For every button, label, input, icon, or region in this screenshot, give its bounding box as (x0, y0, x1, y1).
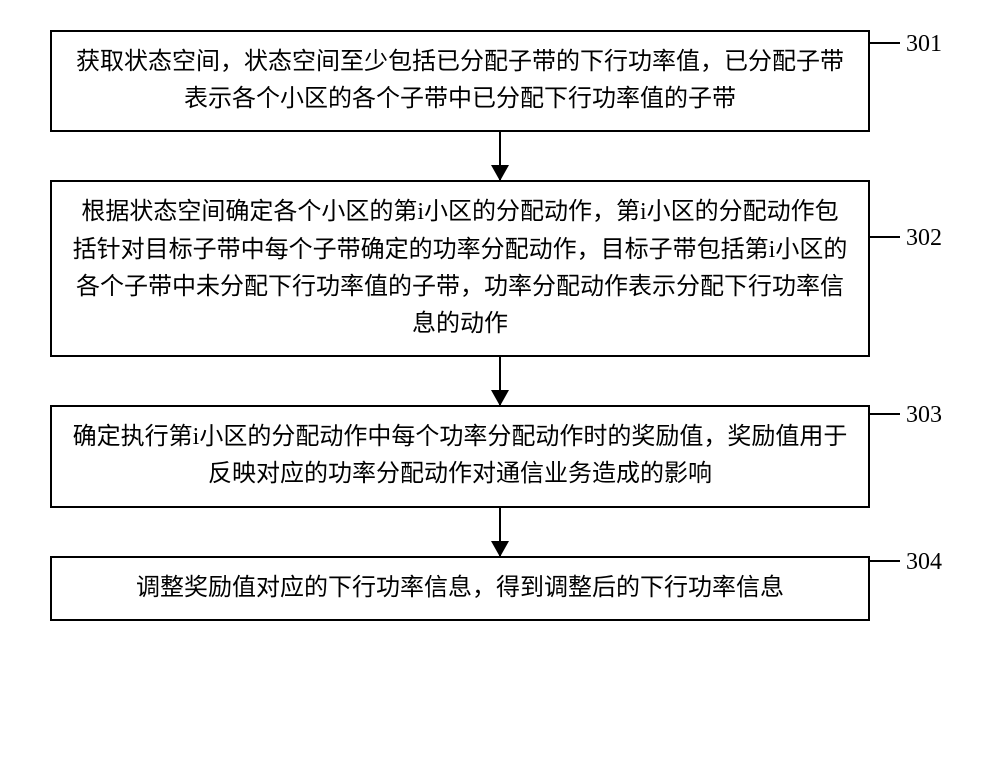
step-row-303: 确定执行第i小区的分配动作中每个功率分配动作时的奖励值，奖励值用于反映对应的功率… (50, 405, 950, 507)
step-label-302: 302 (906, 226, 942, 250)
step-row-302: 根据状态空间确定各个小区的第i小区的分配动作，第i小区的分配动作包括针对目标子带… (50, 180, 950, 357)
step-label-303: 303 (906, 403, 942, 427)
label-connector-304 (870, 560, 900, 562)
step-text-303: 确定执行第i小区的分配动作中每个功率分配动作时的奖励值，奖励值用于反映对应的功率… (70, 419, 850, 493)
step-row-301: 获取状态空间，状态空间至少包括已分配子带的下行功率值，已分配子带表示各个小区的各… (50, 30, 950, 132)
label-connector-301 (870, 42, 900, 44)
step-text-302: 根据状态空间确定各个小区的第i小区的分配动作，第i小区的分配动作包括针对目标子带… (70, 194, 850, 343)
label-connector-302 (870, 236, 900, 238)
flowchart-container: 获取状态空间，状态空间至少包括已分配子带的下行功率值，已分配子带表示各个小区的各… (50, 30, 950, 621)
step-box-302: 根据状态空间确定各个小区的第i小区的分配动作，第i小区的分配动作包括针对目标子带… (50, 180, 870, 357)
arrow-301-302 (499, 132, 501, 180)
label-connector-303 (870, 413, 900, 415)
arrow-302-303 (499, 357, 501, 405)
arrow-303-304 (499, 508, 501, 556)
step-row-304: 调整奖励值对应的下行功率信息，得到调整后的下行功率信息 304 (50, 556, 950, 621)
step-text-301: 获取状态空间，状态空间至少包括已分配子带的下行功率值，已分配子带表示各个小区的各… (70, 44, 850, 118)
step-label-304: 304 (906, 550, 942, 574)
step-label-301: 301 (906, 32, 942, 56)
step-box-304: 调整奖励值对应的下行功率信息，得到调整后的下行功率信息 (50, 556, 870, 621)
step-box-303: 确定执行第i小区的分配动作中每个功率分配动作时的奖励值，奖励值用于反映对应的功率… (50, 405, 870, 507)
step-box-301: 获取状态空间，状态空间至少包括已分配子带的下行功率值，已分配子带表示各个小区的各… (50, 30, 870, 132)
step-text-304: 调整奖励值对应的下行功率信息，得到调整后的下行功率信息 (136, 570, 784, 607)
